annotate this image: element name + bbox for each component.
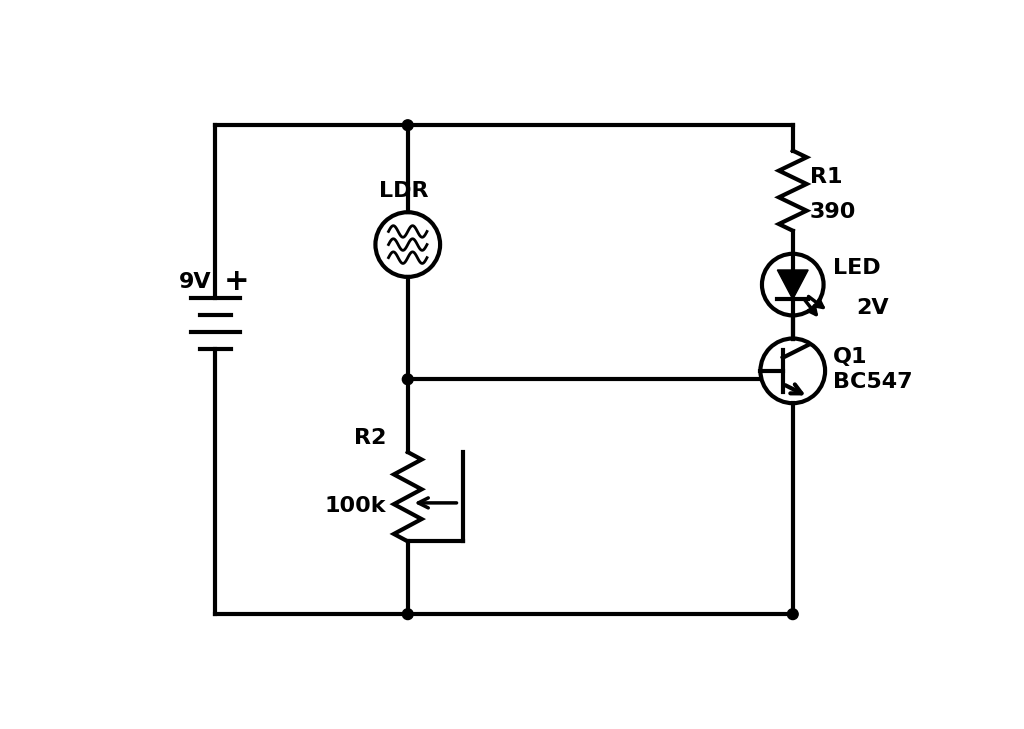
Text: 2V: 2V xyxy=(856,297,889,318)
Polygon shape xyxy=(777,270,808,299)
Text: LDR: LDR xyxy=(379,181,429,200)
Circle shape xyxy=(402,120,413,130)
Text: +: + xyxy=(224,267,250,296)
Text: LED: LED xyxy=(833,257,881,278)
Text: R1: R1 xyxy=(810,167,842,187)
Text: Q1: Q1 xyxy=(833,347,867,367)
Text: 100k: 100k xyxy=(325,496,386,516)
Text: R2: R2 xyxy=(354,428,386,448)
Text: BC547: BC547 xyxy=(833,373,912,392)
Circle shape xyxy=(402,374,413,385)
Text: 9V: 9V xyxy=(179,271,211,292)
Circle shape xyxy=(402,609,413,620)
Text: 390: 390 xyxy=(810,202,856,222)
Circle shape xyxy=(787,609,798,620)
